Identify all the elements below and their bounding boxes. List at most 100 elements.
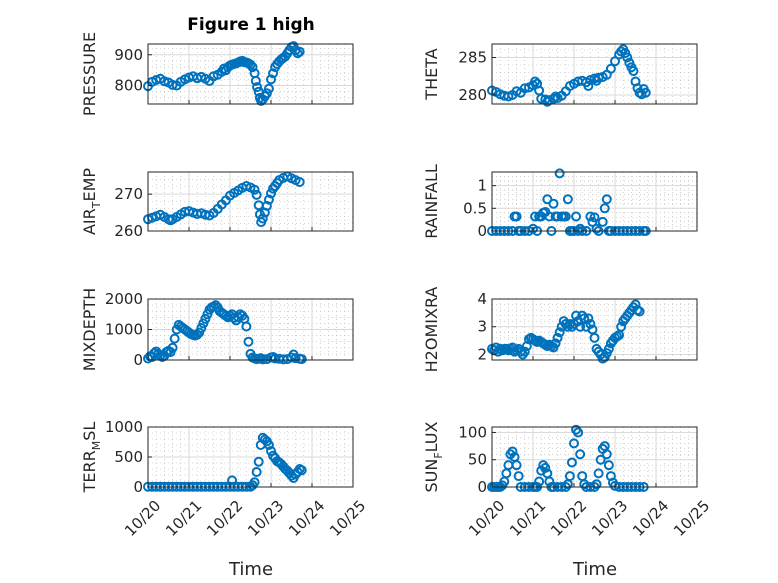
- data-point-marker: [575, 449, 586, 460]
- data-point-marker: [603, 343, 614, 354]
- data-point-marker: [263, 194, 274, 205]
- data-point-marker: [601, 194, 612, 205]
- data-point-marker: [548, 93, 559, 104]
- y-tick-label: 285: [458, 49, 487, 67]
- y-axis-label: RAINFALL: [422, 164, 441, 239]
- data-point-marker: [616, 321, 627, 332]
- data-point-marker: [540, 462, 551, 473]
- data-point-marker: [513, 471, 524, 482]
- y-tick-label: 0.5: [463, 199, 487, 217]
- y-tick-label: 4: [477, 290, 487, 308]
- data-point-marker: [257, 213, 268, 224]
- axis-frame: [491, 298, 698, 361]
- data-point-marker: [263, 83, 274, 94]
- data-point-marker: [245, 59, 256, 70]
- chart-panel: 2 3 4 H2OMIXRA: [422, 287, 698, 373]
- data-point-marker: [583, 81, 594, 91]
- data-point-marker: [564, 471, 575, 482]
- data-point-marker: [253, 456, 264, 467]
- x-tick-label: 10/23: [588, 497, 631, 540]
- y-tick-label: 2: [477, 345, 487, 363]
- plot-area: [147, 171, 354, 232]
- data-point-marker: [261, 200, 272, 211]
- axis-frame: [491, 171, 698, 232]
- data-point-marker: [534, 476, 545, 487]
- data-point-marker: [560, 211, 571, 222]
- data-point-marker: [507, 446, 518, 457]
- y-tick-label: 2000: [105, 290, 143, 308]
- y-tick-label: 0: [133, 478, 143, 496]
- y-axis-label: TERRMSL: [80, 422, 103, 494]
- x-axis-label-right: Time: [572, 559, 617, 580]
- data-point-marker: [149, 348, 160, 359]
- data-point-marker: [243, 336, 254, 347]
- axis-frame: [491, 43, 698, 105]
- chart-panel: 800 900 PRESSURE: [80, 32, 354, 116]
- y-axis-label: H2OMIXRA: [422, 287, 441, 373]
- data-point-marker: [583, 313, 594, 324]
- y-tick-label: 900: [114, 46, 143, 64]
- axis-frame: [491, 426, 698, 488]
- chart-panel: 280 285 THETA: [422, 43, 698, 107]
- y-axis-label: THETA: [422, 48, 441, 100]
- x-tick-label: 10/23: [244, 497, 287, 540]
- data-point-marker: [575, 321, 586, 332]
- data-point-marker: [585, 318, 596, 329]
- x-axis-label-left: Time: [228, 559, 273, 580]
- data-point-marker: [634, 306, 645, 317]
- data-point-marker: [575, 223, 586, 234]
- data-point-marker: [266, 446, 276, 456]
- y-axis-label: AIRTEMP: [80, 168, 103, 235]
- y-tick-label: 0: [133, 351, 143, 369]
- data-point-marker: [571, 310, 582, 321]
- x-tick-label: 10/25: [326, 497, 369, 540]
- y-tick-label: 260: [114, 222, 143, 240]
- y-tick-label: 1: [477, 177, 487, 195]
- y-tick-label: 270: [114, 185, 143, 203]
- data-point-marker: [640, 87, 651, 98]
- y-tick-label: 0: [477, 478, 487, 496]
- data-point-marker: [605, 63, 616, 74]
- data-point-marker: [554, 327, 565, 338]
- chart-panel: 0 0.5 1 RAINFALL: [422, 164, 698, 240]
- data-point-marker: [550, 338, 561, 349]
- data-point-marker: [571, 211, 582, 222]
- data-point-marker: [552, 332, 563, 343]
- data-point-marker: [554, 168, 565, 179]
- data-point-marker: [249, 184, 260, 195]
- data-point-marker: [251, 467, 262, 477]
- x-tick-label: 10/20: [465, 497, 508, 540]
- axis-frame: [147, 43, 354, 105]
- data-point-marker: [569, 438, 579, 449]
- data-point-marker: [241, 321, 252, 332]
- x-tick-label: 10/25: [670, 497, 713, 540]
- data-point-marker: [250, 75, 261, 86]
- data-point-marker: [290, 353, 301, 364]
- data-point-marker: [548, 198, 559, 209]
- data-point-marker: [599, 203, 610, 214]
- data-point-marker: [589, 332, 600, 343]
- y-tick-label: 500: [114, 448, 143, 466]
- y-axis-label: SUNFLUX: [422, 421, 445, 492]
- y-tick-label: 3: [477, 318, 487, 336]
- data-point-marker: [530, 76, 541, 87]
- data-point-marker: [167, 342, 178, 353]
- data-point-marker: [247, 62, 258, 73]
- x-tick-label: 10/20: [121, 497, 164, 540]
- data-point-marker: [296, 465, 307, 476]
- y-tick-label: 1000: [105, 321, 143, 339]
- x-tick-label: 10/24: [285, 497, 328, 540]
- data-point-marker: [573, 427, 584, 438]
- data-point-marker: [597, 216, 608, 227]
- y-tick-label: 100: [458, 423, 487, 441]
- data-point-marker: [169, 333, 180, 344]
- data-point-marker: [261, 88, 272, 99]
- data-point-marker: [603, 460, 614, 471]
- data-point-marker: [530, 211, 541, 222]
- x-tick-label: 10/21: [162, 497, 205, 540]
- data-point-marker: [593, 468, 604, 479]
- y-tick-label: 0: [477, 222, 487, 240]
- x-tick-label: 10/22: [203, 497, 246, 540]
